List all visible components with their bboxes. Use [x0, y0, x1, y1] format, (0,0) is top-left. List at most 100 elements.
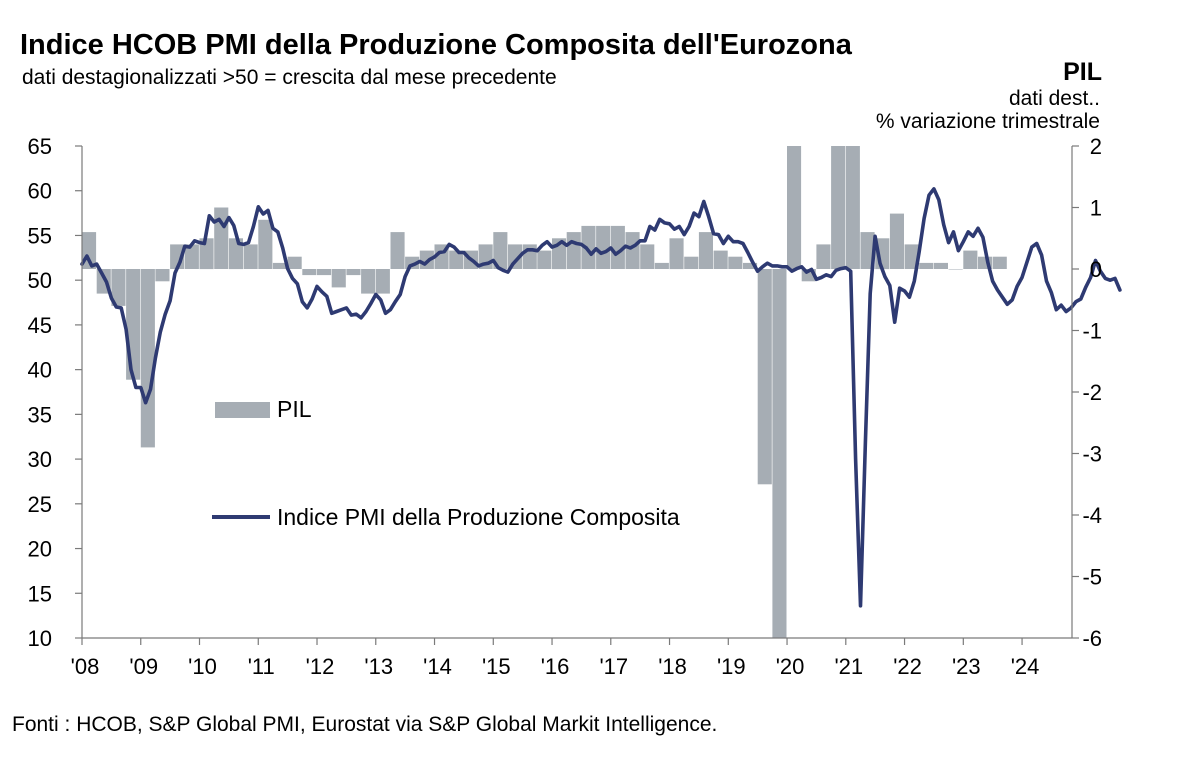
right-axis-title: PIL: [1063, 58, 1102, 86]
gdp-bar: [243, 244, 258, 269]
gdp-bar: [669, 238, 684, 270]
gdp-bar: [317, 269, 332, 276]
x-tick-label: '10: [188, 654, 217, 679]
x-tick-label: '19: [717, 654, 746, 679]
right-tick-label: -5: [1082, 565, 1102, 590]
x-tick-label: '14: [423, 654, 452, 679]
gdp-bar: [992, 256, 1007, 269]
left-tick-label: 15: [28, 581, 52, 606]
chart-subtitle: dati destagionalizzati >50 = crescita da…: [22, 66, 557, 89]
right-tick-label: -4: [1082, 503, 1102, 528]
gdp-bar: [346, 269, 361, 276]
x-tick-label: '15: [482, 654, 511, 679]
gdp-bar: [566, 232, 581, 269]
gdp-bar: [625, 232, 640, 269]
legend-line-label: Indice PMI della Produzione Composita: [277, 504, 680, 530]
gdp-bar: [948, 269, 963, 270]
gdp-bar: [713, 250, 728, 269]
left-tick-label: 40: [28, 358, 52, 383]
gdp-bar: [214, 207, 229, 269]
x-tick-label: '17: [599, 654, 628, 679]
gdp-bar: [772, 269, 787, 638]
gdp-bar: [963, 250, 978, 269]
gdp-bar: [537, 250, 552, 269]
gdp-bar: [743, 262, 758, 269]
source-note: Fonti : HCOB, S&P Global PMI, Eurostat v…: [12, 713, 717, 736]
left-tick-label: 30: [28, 447, 52, 472]
right-axis-subtitle-2: % variazione trimestrale: [876, 110, 1100, 133]
x-tick-label: '11: [248, 654, 275, 679]
gdp-bar: [640, 244, 655, 269]
gdp-bar: [698, 232, 713, 269]
x-tick-label: '13: [364, 654, 393, 679]
pmi-line-layer: [80, 187, 1122, 608]
right-axis-subtitle-1: dati dest..: [1009, 87, 1100, 110]
gdp-bar: [126, 269, 141, 380]
gdp-bar: [140, 269, 155, 448]
x-tick-label: '18: [658, 654, 687, 679]
x-tick-label: '09: [129, 654, 158, 679]
x-tick-label: '12: [306, 654, 335, 679]
gdp-bar: [449, 250, 464, 269]
right-tick-label: -3: [1082, 442, 1102, 467]
right-tick-label: 0: [1090, 257, 1102, 282]
x-tick-label: '21: [834, 654, 863, 679]
x-tick-label: '23: [952, 654, 981, 679]
gdp-bar: [596, 225, 611, 269]
gdp-bar: [272, 262, 287, 269]
gdp-bar: [361, 269, 376, 294]
left-tick-label: 65: [28, 134, 52, 159]
gdp-bar: [287, 256, 302, 269]
gdp-bar: [610, 225, 625, 269]
legend-bar-swatch: [215, 402, 270, 418]
gdp-bar: [816, 244, 831, 269]
x-tick-label: '08: [71, 654, 100, 679]
left-tick-label: 10: [28, 626, 52, 651]
gdp-bar: [199, 238, 214, 270]
gdp-bar: [845, 146, 860, 269]
legend: PIL Indice PMI della Produzione Composit…: [212, 396, 680, 530]
legend-bar-label: PIL: [277, 396, 312, 422]
gdp-bar: [493, 232, 508, 269]
right-tick-label: -1: [1082, 319, 1102, 344]
gdp-bar: [258, 219, 273, 269]
right-tick-label: -6: [1082, 626, 1102, 651]
gdp-bar: [302, 269, 317, 276]
gdp-bar: [904, 244, 919, 269]
gdp-bar: [860, 232, 875, 269]
gdp-bar: [111, 269, 126, 306]
pmi-line: [80, 187, 1122, 608]
right-tick-label: 1: [1090, 196, 1102, 221]
gdp-bar: [581, 225, 596, 269]
gdp-bar: [933, 262, 948, 269]
left-tick-label: 60: [28, 179, 52, 204]
gdp-bar: [331, 269, 346, 288]
gdp-bar: [375, 269, 390, 294]
right-tick-label: 2: [1090, 134, 1102, 159]
left-tick-label: 20: [28, 537, 52, 562]
left-tick-label: 45: [28, 313, 52, 338]
left-tick-label: 25: [28, 492, 52, 517]
gdp-bar: [390, 232, 405, 269]
gdp-bar: [728, 256, 743, 269]
left-tick-label: 55: [28, 223, 52, 248]
x-tick-label: '20: [776, 654, 805, 679]
gdp-bar: [919, 262, 934, 269]
gdp-bar: [684, 256, 699, 269]
x-tick-label: '16: [541, 654, 570, 679]
gdp-bar: [889, 213, 904, 269]
axes: 10 15 20 25 30 35 40 45 50 55 60 65 -6 -5 -4 -3 -2 -1 0 1 2 '…: [28, 134, 1102, 679]
gdp-bar: [155, 269, 170, 282]
x-tick-label: '24: [1011, 654, 1040, 679]
gdp-bar: [787, 146, 802, 269]
gdp-bar: [184, 244, 199, 269]
left-tick-label: 50: [28, 268, 52, 293]
gdp-bar: [654, 262, 669, 269]
x-tick-label: '22: [893, 654, 922, 679]
chart-title: Indice HCOB PMI della Produzione Composi…: [20, 29, 853, 61]
gdp-bar: [757, 269, 772, 485]
gdp-bar: [831, 146, 846, 269]
right-tick-label: -2: [1082, 380, 1102, 405]
gdp-bar: [228, 238, 243, 270]
